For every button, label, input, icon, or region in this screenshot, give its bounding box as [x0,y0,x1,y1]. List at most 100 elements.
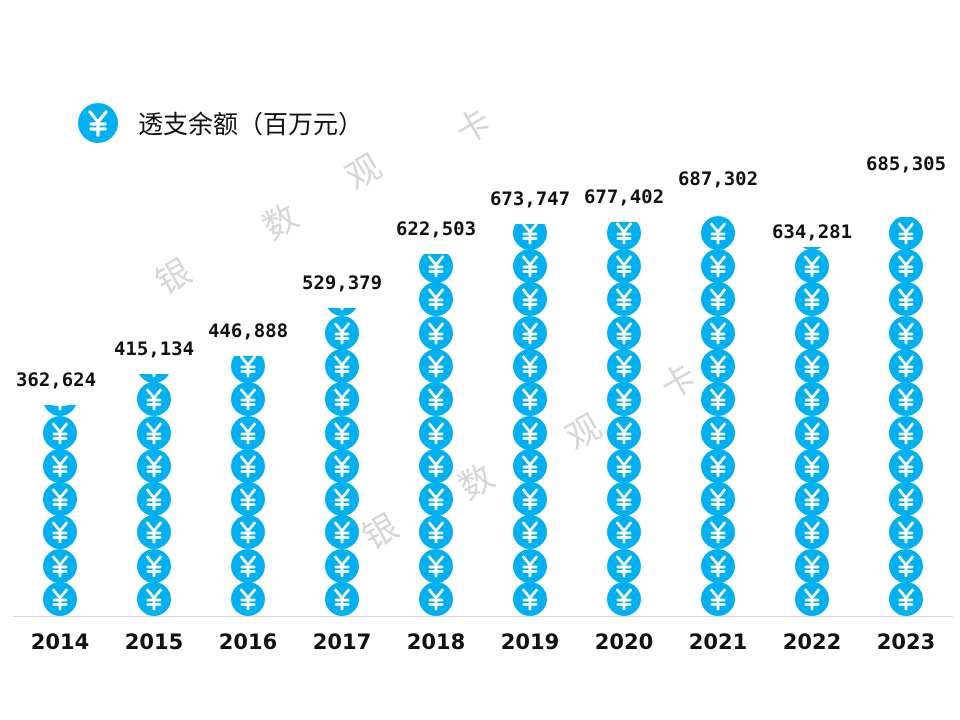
yuan-coin-icon [513,348,547,383]
yuan-coin-icon [795,246,829,250]
yuan-coin-icon [513,315,547,350]
yuan-coin-icon [419,382,453,417]
yuan-coin-icon [701,448,735,483]
yuan-coin-icon [607,482,641,517]
yuan-coin-icon [325,315,359,350]
yuan-coin-icon [137,448,171,483]
yuan-coin-icon [43,582,77,616]
yuan-coin-icon [231,515,265,550]
yuan-coin-icon [513,415,547,450]
x-tick-label: 2018 [406,630,466,654]
watermark-text: 数 [452,456,502,509]
yuan-coin-icon [513,515,547,550]
yuan-coin-icon [889,448,923,483]
yuan-coin-icon [889,548,923,583]
yuan-coin-icon [607,582,641,616]
yuan-coin-icon [419,515,453,550]
yuan-coin-icon [607,515,641,550]
yuan-coin-icon [701,515,735,550]
data-label: 677,402 [583,185,665,208]
yuan-coin-icon [513,382,547,417]
yuan-coin-icon [231,482,265,517]
bar-2021 [698,216,738,616]
bar-2018 [416,253,456,616]
yuan-coin-icon [137,548,171,583]
watermark-text: 观 [559,406,609,459]
yuan-coin-icon [795,582,829,616]
yuan-coin-icon [513,482,547,517]
yuan-coin-icon [889,282,923,317]
yuan-coin-icon [325,348,359,383]
watermark-text: 银 [149,251,199,304]
yuan-coin-icon [43,548,77,583]
bar-2014 [40,404,80,616]
yuan-coin-icon [795,482,829,517]
x-tick-label: 2016 [218,630,278,654]
yuan-coin-icon [607,221,641,250]
yuan-coin-icon [419,253,453,283]
x-tick-label: 2014 [30,630,90,654]
yuan-coin-icon [325,582,359,616]
yuan-coin-icon [701,415,735,450]
yuan-coin-icon [607,448,641,483]
yuan-coin-icon [325,548,359,583]
yuan-coin-icon [795,548,829,583]
yuan-coin-icon [701,348,735,383]
watermark-text: 卡 [449,101,499,154]
yuan-coin-icon [701,548,735,583]
data-label: 362,624 [15,368,97,391]
yuan-coin-icon [607,348,641,383]
x-tick-label: 2023 [876,630,936,654]
yuan-coin-icon [231,355,265,383]
yuan-coin-icon [137,374,171,383]
yuan-coin-icon [795,382,829,417]
bar-2015 [134,374,174,616]
yuan-coin-icon [325,382,359,417]
yuan-coin-icon [607,382,641,417]
yuan-coin-icon [607,282,641,317]
yuan-coin-icon [231,382,265,417]
yuan-coin-icon [795,348,829,383]
data-label: 634,281 [771,220,853,243]
yuan-coin-icon [607,249,641,283]
bar-2022 [792,246,832,616]
yuan-coin-icon [889,482,923,517]
yuan-coin-icon [889,217,923,250]
yuan-coin-icon [419,415,453,450]
bar-2016 [228,355,268,616]
watermark-text: 卡 [654,356,704,409]
data-label: 446,888 [207,319,289,342]
yuan-coin-icon [889,382,923,417]
yuan-coin-icon [325,415,359,450]
yuan-coin-icon [889,582,923,616]
yuan-coin-icon [419,482,453,517]
yuan-coin-icon [43,415,77,450]
bar-2019 [510,223,550,616]
x-tick-label: 2017 [312,630,372,654]
yuan-coin-icon [43,482,77,517]
yuan-coin-icon [325,448,359,483]
yuan-coin-icon [419,448,453,483]
yuan-coin-icon [513,282,547,317]
yuan-coin-icon [701,582,735,616]
data-label: 415,134 [113,338,195,361]
yuan-coin-icon [513,448,547,483]
yuan-coin-icon [513,548,547,583]
yuan-coin-icon [607,415,641,450]
yuan-coin-icon [795,515,829,550]
yuan-coin-icon [325,307,359,317]
yuan-coin-icon [607,548,641,583]
yuan-coin-icon [701,382,735,417]
yuan-coin-icon [701,249,735,283]
yuan-coin-icon [795,415,829,450]
yuan-coin-icon [889,415,923,450]
data-label: 622,503 [395,217,477,240]
data-label: 687,302 [677,168,759,190]
bar-2023 [886,217,926,616]
x-tick-label: 2022 [782,630,842,654]
yuan-coin-icon [795,448,829,483]
yuan-coin-icon [513,223,547,250]
yuan-coin-icon [137,415,171,450]
yuan-coin-icon [325,515,359,550]
yuan-coin-icon [513,582,547,616]
